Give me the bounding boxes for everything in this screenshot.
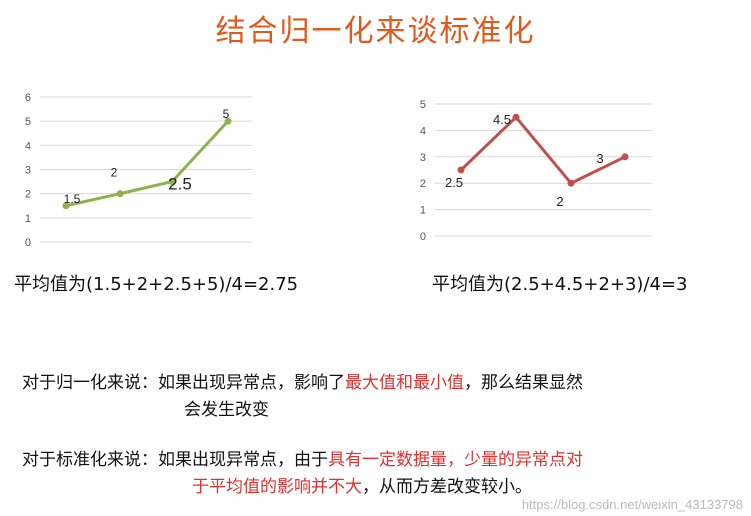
y-tick-label: 3 — [25, 165, 31, 177]
page-title: 结合归一化来谈标准化 — [215, 14, 536, 49]
data-label: 2.5 — [445, 175, 463, 190]
y-tick-label: 2 — [25, 189, 31, 201]
y-tick-label: 5 — [420, 99, 426, 111]
normalization-note-suffix: ，那么结果显然 — [464, 373, 583, 393]
data-point — [62, 202, 70, 210]
y-tick-label: 6 — [25, 92, 31, 104]
data-label: 2.5 — [168, 175, 192, 194]
y-tick-label: 0 — [25, 237, 31, 249]
data-label: 3 — [596, 151, 603, 166]
standardization-note-highlight2: 于平均值的影响并不大 — [192, 477, 362, 497]
left-mean-formula: 平均值为(1.5+2+2.5+5)/4=2.75 — [14, 274, 299, 295]
data-point — [457, 166, 465, 174]
y-tick-label: 1 — [25, 213, 31, 225]
normalization-note-prefix: 对于归一化来说：如果出现异常点，影响了 — [22, 373, 345, 393]
data-point — [224, 117, 232, 125]
data-point — [168, 178, 176, 186]
left-line-chart: 0 1 2 3 4 5 6 1.5 2 2.5 5 — [25, 92, 252, 249]
standardization-note-prefix: 对于标准化来说：如果出现异常点，由于 — [22, 450, 328, 470]
y-tick-label: 4 — [25, 140, 31, 152]
data-point — [116, 190, 124, 198]
data-label: 2 — [111, 166, 118, 180]
data-label: 1.5 — [64, 192, 81, 206]
y-tick-label: 2 — [420, 178, 426, 190]
data-label: 4.5 — [493, 112, 511, 127]
series-line — [65, 120, 230, 208]
normalization-note: 对于归一化来说：如果出现异常点，影响了最大值和最小值，那么结果显然 会发生改变 — [22, 370, 742, 424]
y-tick-label: 1 — [420, 205, 426, 217]
data-point — [512, 113, 520, 121]
data-point — [567, 179, 575, 187]
y-tick-label: 4 — [420, 125, 426, 137]
watermark: https://blog.csdn.net/weixin_43133798 — [521, 497, 743, 512]
data-point — [621, 153, 629, 161]
right-mean-formula: 平均值为(2.5+4.5+2+3)/4=3 — [432, 274, 688, 295]
y-tick-label: 0 — [420, 231, 426, 243]
standardization-note: 对于标准化来说：如果出现异常点，由于具有一定数据量，少量的异常点对 于平均值的影… — [22, 447, 742, 501]
y-tick-label: 5 — [25, 116, 31, 128]
data-label: 2 — [556, 194, 563, 209]
normalization-note-line2: 会发生改变 — [184, 400, 269, 420]
y-tick-label: 3 — [420, 152, 426, 164]
standardization-note-highlight: 具有一定数据量，少量的异常点对 — [328, 450, 583, 470]
normalization-note-highlight: 最大值和最小值 — [345, 373, 464, 393]
right-line-chart: 0 1 2 3 4 5 2.5 4.5 2 3 — [420, 99, 652, 243]
standardization-note-suffix: ，从而方差改变较小。 — [362, 477, 532, 497]
series-line — [459, 115, 626, 186]
data-label: 5 — [223, 107, 230, 121]
